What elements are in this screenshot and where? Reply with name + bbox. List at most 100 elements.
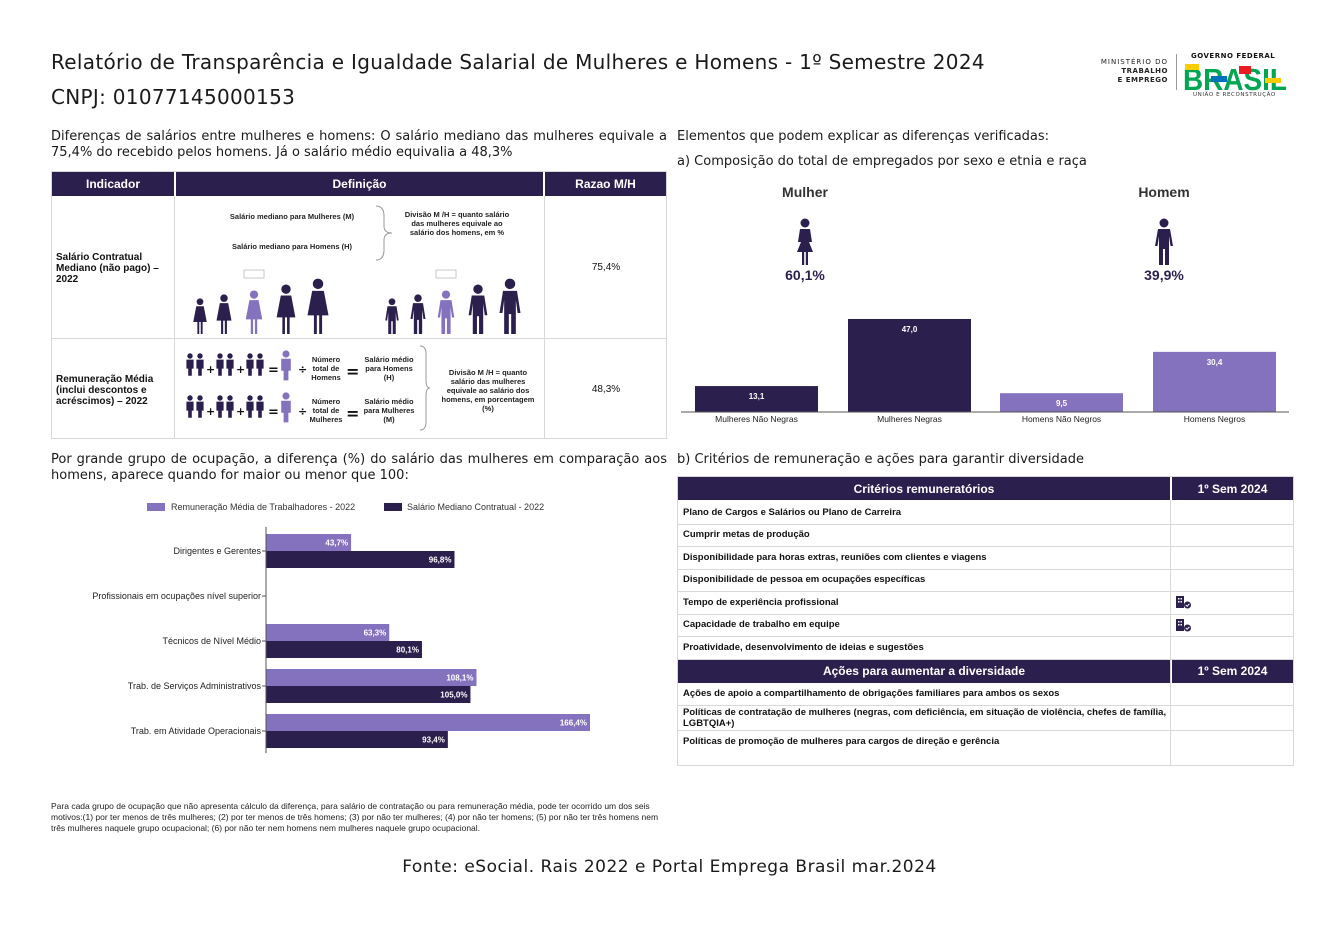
person-icon [256, 353, 264, 376]
woman-figure [307, 278, 329, 334]
criteria-header-sem: 1º Sem 2024 [1172, 477, 1293, 500]
woman-icon [797, 218, 813, 265]
person-icon [246, 353, 254, 376]
person-icon [281, 392, 291, 423]
occupation-bar-value: 93,4% [422, 736, 445, 745]
occupation-bar-value: 108,1% [446, 674, 473, 683]
composition-subheading: a) Composição do total de empregados por… [677, 154, 1087, 169]
man-icon [1155, 218, 1173, 265]
equals-icon: = [268, 363, 279, 378]
divider [678, 705, 1293, 706]
divider [678, 523, 1293, 525]
brace-icon [419, 345, 431, 431]
median-box [435, 269, 457, 279]
man-figure [385, 298, 399, 334]
divider [678, 568, 1293, 570]
divider [678, 658, 1293, 660]
person-icon [186, 395, 194, 418]
criteria-header: Critérios remuneratórios [678, 477, 1170, 500]
total-men-label: Número total de Homens [311, 355, 341, 382]
ratio-average: 48,3% [591, 384, 621, 395]
occupation-intro: Por grande grupo de ocupação, a diferenç… [51, 452, 667, 483]
composition-heading: Elementos que podem explicar as diferenç… [677, 129, 1050, 144]
divider [1170, 500, 1171, 765]
logo-divider [1176, 54, 1177, 90]
person-icon [226, 395, 234, 418]
equals-icon: = [346, 404, 360, 423]
indicator-average: Remuneração Média (inclui descontos e ac… [56, 374, 154, 407]
building-check-icon [1176, 596, 1191, 609]
women-pct: 60,1% [785, 267, 825, 283]
occupation-label: Técnicos de Nível Médio [162, 636, 261, 646]
avg-men-label: Salário médio para Homens (H) [364, 355, 414, 382]
indicator-table: Indicador Definição Razao M/H Salário Co… [51, 171, 667, 439]
ratio-median: 75,4% [591, 262, 621, 273]
col-header-indicator: Indicador [52, 172, 174, 196]
women-label: Mulher [782, 184, 828, 200]
occupation-bar-value: 105,0% [440, 691, 467, 700]
divider [678, 546, 1293, 547]
ministry-line: TRABALHO [1121, 67, 1168, 75]
woman-figure [245, 290, 263, 334]
col-header-definition: Definição [176, 172, 543, 196]
action-row: Ações de apoio a compartilhamento de obr… [683, 688, 1060, 700]
plus-icon: + [236, 363, 245, 376]
salary-diff-intro: Diferenças de salários entre mulheres e … [51, 129, 667, 160]
person-icon [226, 353, 234, 376]
criteria-subheading: b) Critérios de remuneração e ações para… [677, 452, 1084, 467]
divider [678, 730, 1293, 731]
plus-icon: + [206, 363, 215, 376]
occupation-label: Trab. em Atividade Operacionais [131, 726, 262, 736]
person-icon [246, 395, 254, 418]
woman-figure [216, 294, 232, 334]
occupation-bar [266, 551, 455, 568]
criteria-row: Plano de Cargos e Salários ou Plano de C… [683, 506, 902, 518]
action-row: Políticas de promoção de mulheres para c… [683, 735, 1000, 747]
criteria-row: Proatividade, desenvolvimento de ideias … [683, 641, 924, 653]
composition-bar-value: 30,4 [1207, 358, 1223, 367]
composition-bar-value: 13,1 [749, 392, 765, 401]
occupation-label: Trab. de Serviços Administrativos [128, 681, 262, 691]
person-icon [256, 395, 264, 418]
woman-figure [193, 298, 207, 334]
ministry-line: E EMPREGO [1117, 76, 1168, 84]
def-men-median: Salário mediano para Homens (H) [231, 242, 353, 251]
legend-swatch [384, 503, 402, 511]
criteria-row: Tempo de experiência profissional [683, 596, 839, 608]
avg-women-label: Salário médio para Mulheres (M) [363, 397, 415, 424]
composition-bar-value: 47,0 [902, 325, 918, 334]
plus-icon: + [236, 405, 245, 418]
person-icon [216, 395, 224, 418]
legend-swatch [147, 503, 165, 511]
equals-icon: = [268, 405, 279, 420]
plus-icon: + [206, 405, 215, 418]
composition-bar [695, 386, 818, 412]
ministry-line: MINISTÉRIO DO [1100, 58, 1168, 66]
occupation-bar [266, 624, 390, 641]
cnpj: CNPJ: 01077145000153 [51, 85, 296, 109]
composition-bar-label: Homens Não Negros [1022, 414, 1101, 424]
occupation-bar [266, 669, 477, 686]
formula-people-icon: + + = ÷ + + = ÷ [186, 350, 307, 423]
person-icon [196, 395, 204, 418]
composition-bar-label: Homens Negros [1184, 414, 1245, 424]
source: Fonte: eSocial. Rais 2022 e Portal Empre… [402, 857, 937, 877]
criteria-row: Cumprir metas de produção [683, 529, 810, 541]
divider [678, 591, 1293, 592]
occupation-bar-value: 96,8% [429, 556, 452, 565]
criteria-table: Critérios remuneratórios 1º Sem 2024 Pla… [677, 476, 1294, 766]
legend-label: Salário Mediano Contratual - 2022 [407, 502, 544, 512]
occupation-bar-value: 63,3% [364, 629, 387, 638]
action-row: Políticas de contratação de mulheres (ne… [683, 706, 1167, 729]
occupation-label: Dirigentes e Gerentes [173, 546, 261, 556]
divider [678, 636, 1293, 637]
def-women-median: Salário mediano para Mulheres (M) [229, 212, 355, 221]
building-check-icon [1176, 618, 1191, 632]
criteria-row: Disponibilidade para horas extras, reuni… [683, 551, 987, 563]
division-average: Divisão M /H = quanto salário das mulher… [441, 368, 535, 413]
man-figure [468, 284, 488, 334]
legend-label: Remuneração Média de Trabalhadores - 202… [171, 502, 355, 512]
actions-header: Ações para aumentar a diversidade [678, 659, 1170, 683]
gov-bottom-text: UNIÃO E RECONSTRUÇÃO [1193, 92, 1276, 98]
col-header-ratio: Razao M/H [545, 172, 666, 196]
